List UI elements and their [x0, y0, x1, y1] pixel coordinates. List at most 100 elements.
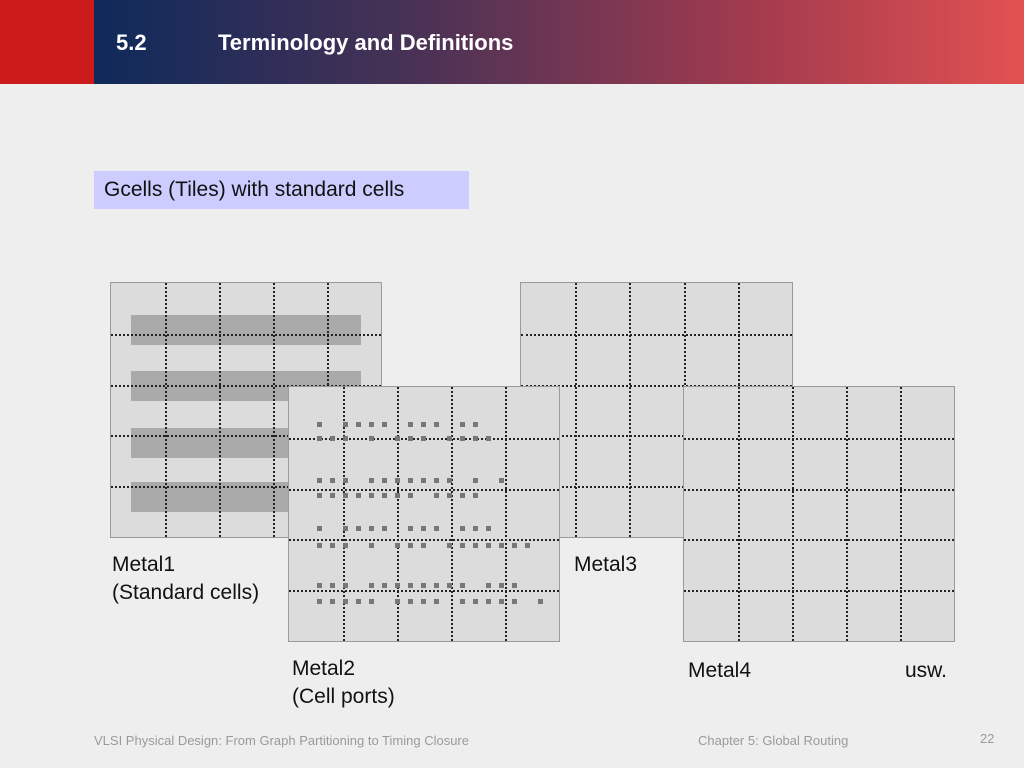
cell-port-pin: [382, 493, 387, 498]
cell-port-pin: [434, 526, 439, 531]
standard-cell-row: [131, 315, 361, 345]
cell-port-pin: [369, 478, 374, 483]
metal2-label: Metal2 (Cell ports): [292, 655, 395, 711]
metal2-label-line2: (Cell ports): [292, 685, 395, 708]
cell-port-pin: [382, 583, 387, 588]
gcell-boundary-horizontal: [521, 334, 792, 336]
gcell-boundary-vertical: [165, 283, 167, 537]
cell-port-pin: [447, 478, 452, 483]
cell-port-pin: [421, 436, 426, 441]
gcell-boundary-horizontal: [684, 539, 954, 541]
gcell-boundary-horizontal: [289, 590, 559, 592]
cell-port-pin: [486, 599, 491, 604]
cell-port-pin: [356, 422, 361, 427]
cell-port-pin: [473, 543, 478, 548]
cell-port-pin: [473, 493, 478, 498]
gcell-boundary-vertical: [738, 387, 740, 641]
cell-port-pin: [343, 493, 348, 498]
cell-port-pin: [343, 436, 348, 441]
header-accent-block: [0, 0, 94, 84]
cell-port-pin: [369, 436, 374, 441]
cell-port-pin: [512, 599, 517, 604]
cell-port-pin: [421, 478, 426, 483]
cell-port-pin: [317, 583, 322, 588]
metal4-label: Metal4: [688, 659, 752, 682]
cell-port-pin: [486, 543, 491, 548]
cell-port-pin: [421, 583, 426, 588]
footer-chapter: Chapter 5: Global Routing: [698, 733, 849, 748]
cell-port-pin: [486, 526, 491, 531]
slide-title: Terminology and Definitions: [218, 30, 514, 55]
cell-port-pin: [538, 599, 543, 604]
cell-port-pin: [369, 543, 374, 548]
cell-port-pin: [421, 599, 426, 604]
cell-port-pin: [317, 422, 322, 427]
footer-book-title: VLSI Physical Design: From Graph Partiti…: [94, 733, 469, 748]
cell-port-pin: [447, 543, 452, 548]
cell-port-pin: [473, 599, 478, 604]
gcell-boundary-vertical: [792, 387, 794, 641]
cell-port-pin: [499, 599, 504, 604]
cell-port-pin: [343, 422, 348, 427]
gcell-boundary-vertical: [219, 283, 221, 537]
cell-port-pin: [369, 526, 374, 531]
cell-port-pin: [317, 478, 322, 483]
cell-port-pin: [343, 478, 348, 483]
cell-port-pin: [395, 583, 400, 588]
cell-port-pin: [499, 583, 504, 588]
section-number: 5.2: [116, 30, 147, 55]
cell-port-pin: [356, 493, 361, 498]
gcell-boundary-horizontal: [521, 435, 792, 437]
gcell-boundary-vertical: [343, 387, 345, 641]
metal2-label-line1: Metal2: [292, 657, 356, 680]
header-bar: [94, 0, 1024, 84]
cell-port-pin: [473, 436, 478, 441]
cell-port-pin: [408, 599, 413, 604]
cell-port-pin: [460, 422, 465, 427]
cell-port-pin: [460, 543, 465, 548]
gcell-boundary-horizontal: [521, 486, 792, 488]
cell-port-pin: [421, 422, 426, 427]
metal3-label: Metal3: [574, 553, 638, 576]
cell-port-pin: [408, 526, 413, 531]
cell-port-pin: [486, 436, 491, 441]
cell-port-pin: [486, 583, 491, 588]
cell-port-pin: [330, 478, 335, 483]
cell-port-pin: [499, 478, 504, 483]
cell-port-pin: [369, 583, 374, 588]
cell-port-pin: [408, 436, 413, 441]
cell-port-pin: [317, 493, 322, 498]
cell-port-pin: [395, 543, 400, 548]
cell-port-pin: [369, 493, 374, 498]
cell-port-pin: [408, 543, 413, 548]
gcell-boundary-vertical: [397, 387, 399, 641]
gcell-boundary-vertical: [451, 387, 453, 641]
cell-port-pin: [317, 436, 322, 441]
gcell-boundary-vertical: [629, 283, 631, 537]
cell-port-pin: [395, 493, 400, 498]
subtitle-box: Gcells (Tiles) with standard cells: [94, 171, 469, 209]
cell-port-pin: [382, 478, 387, 483]
cell-port-pin: [447, 493, 452, 498]
cell-port-pin: [408, 478, 413, 483]
cell-port-pin: [421, 543, 426, 548]
cell-port-pin: [460, 493, 465, 498]
cell-port-pin: [382, 422, 387, 427]
cell-port-pin: [460, 526, 465, 531]
cell-port-pin: [473, 422, 478, 427]
gcell-boundary-horizontal: [111, 435, 381, 437]
cell-port-pin: [434, 493, 439, 498]
cell-port-pin: [356, 526, 361, 531]
metal1-label-line2: (Standard cells): [112, 581, 260, 604]
cell-port-pin: [408, 422, 413, 427]
cell-port-pin: [434, 599, 439, 604]
cell-port-pin: [395, 436, 400, 441]
cell-port-pin: [317, 599, 322, 604]
cell-port-pin: [460, 436, 465, 441]
gcell-boundary-vertical: [505, 387, 507, 641]
cell-port-pin: [473, 478, 478, 483]
cell-port-pin: [330, 543, 335, 548]
cell-port-pin: [512, 543, 517, 548]
metal2-gcell-grid: [288, 386, 560, 642]
cell-port-pin: [473, 526, 478, 531]
